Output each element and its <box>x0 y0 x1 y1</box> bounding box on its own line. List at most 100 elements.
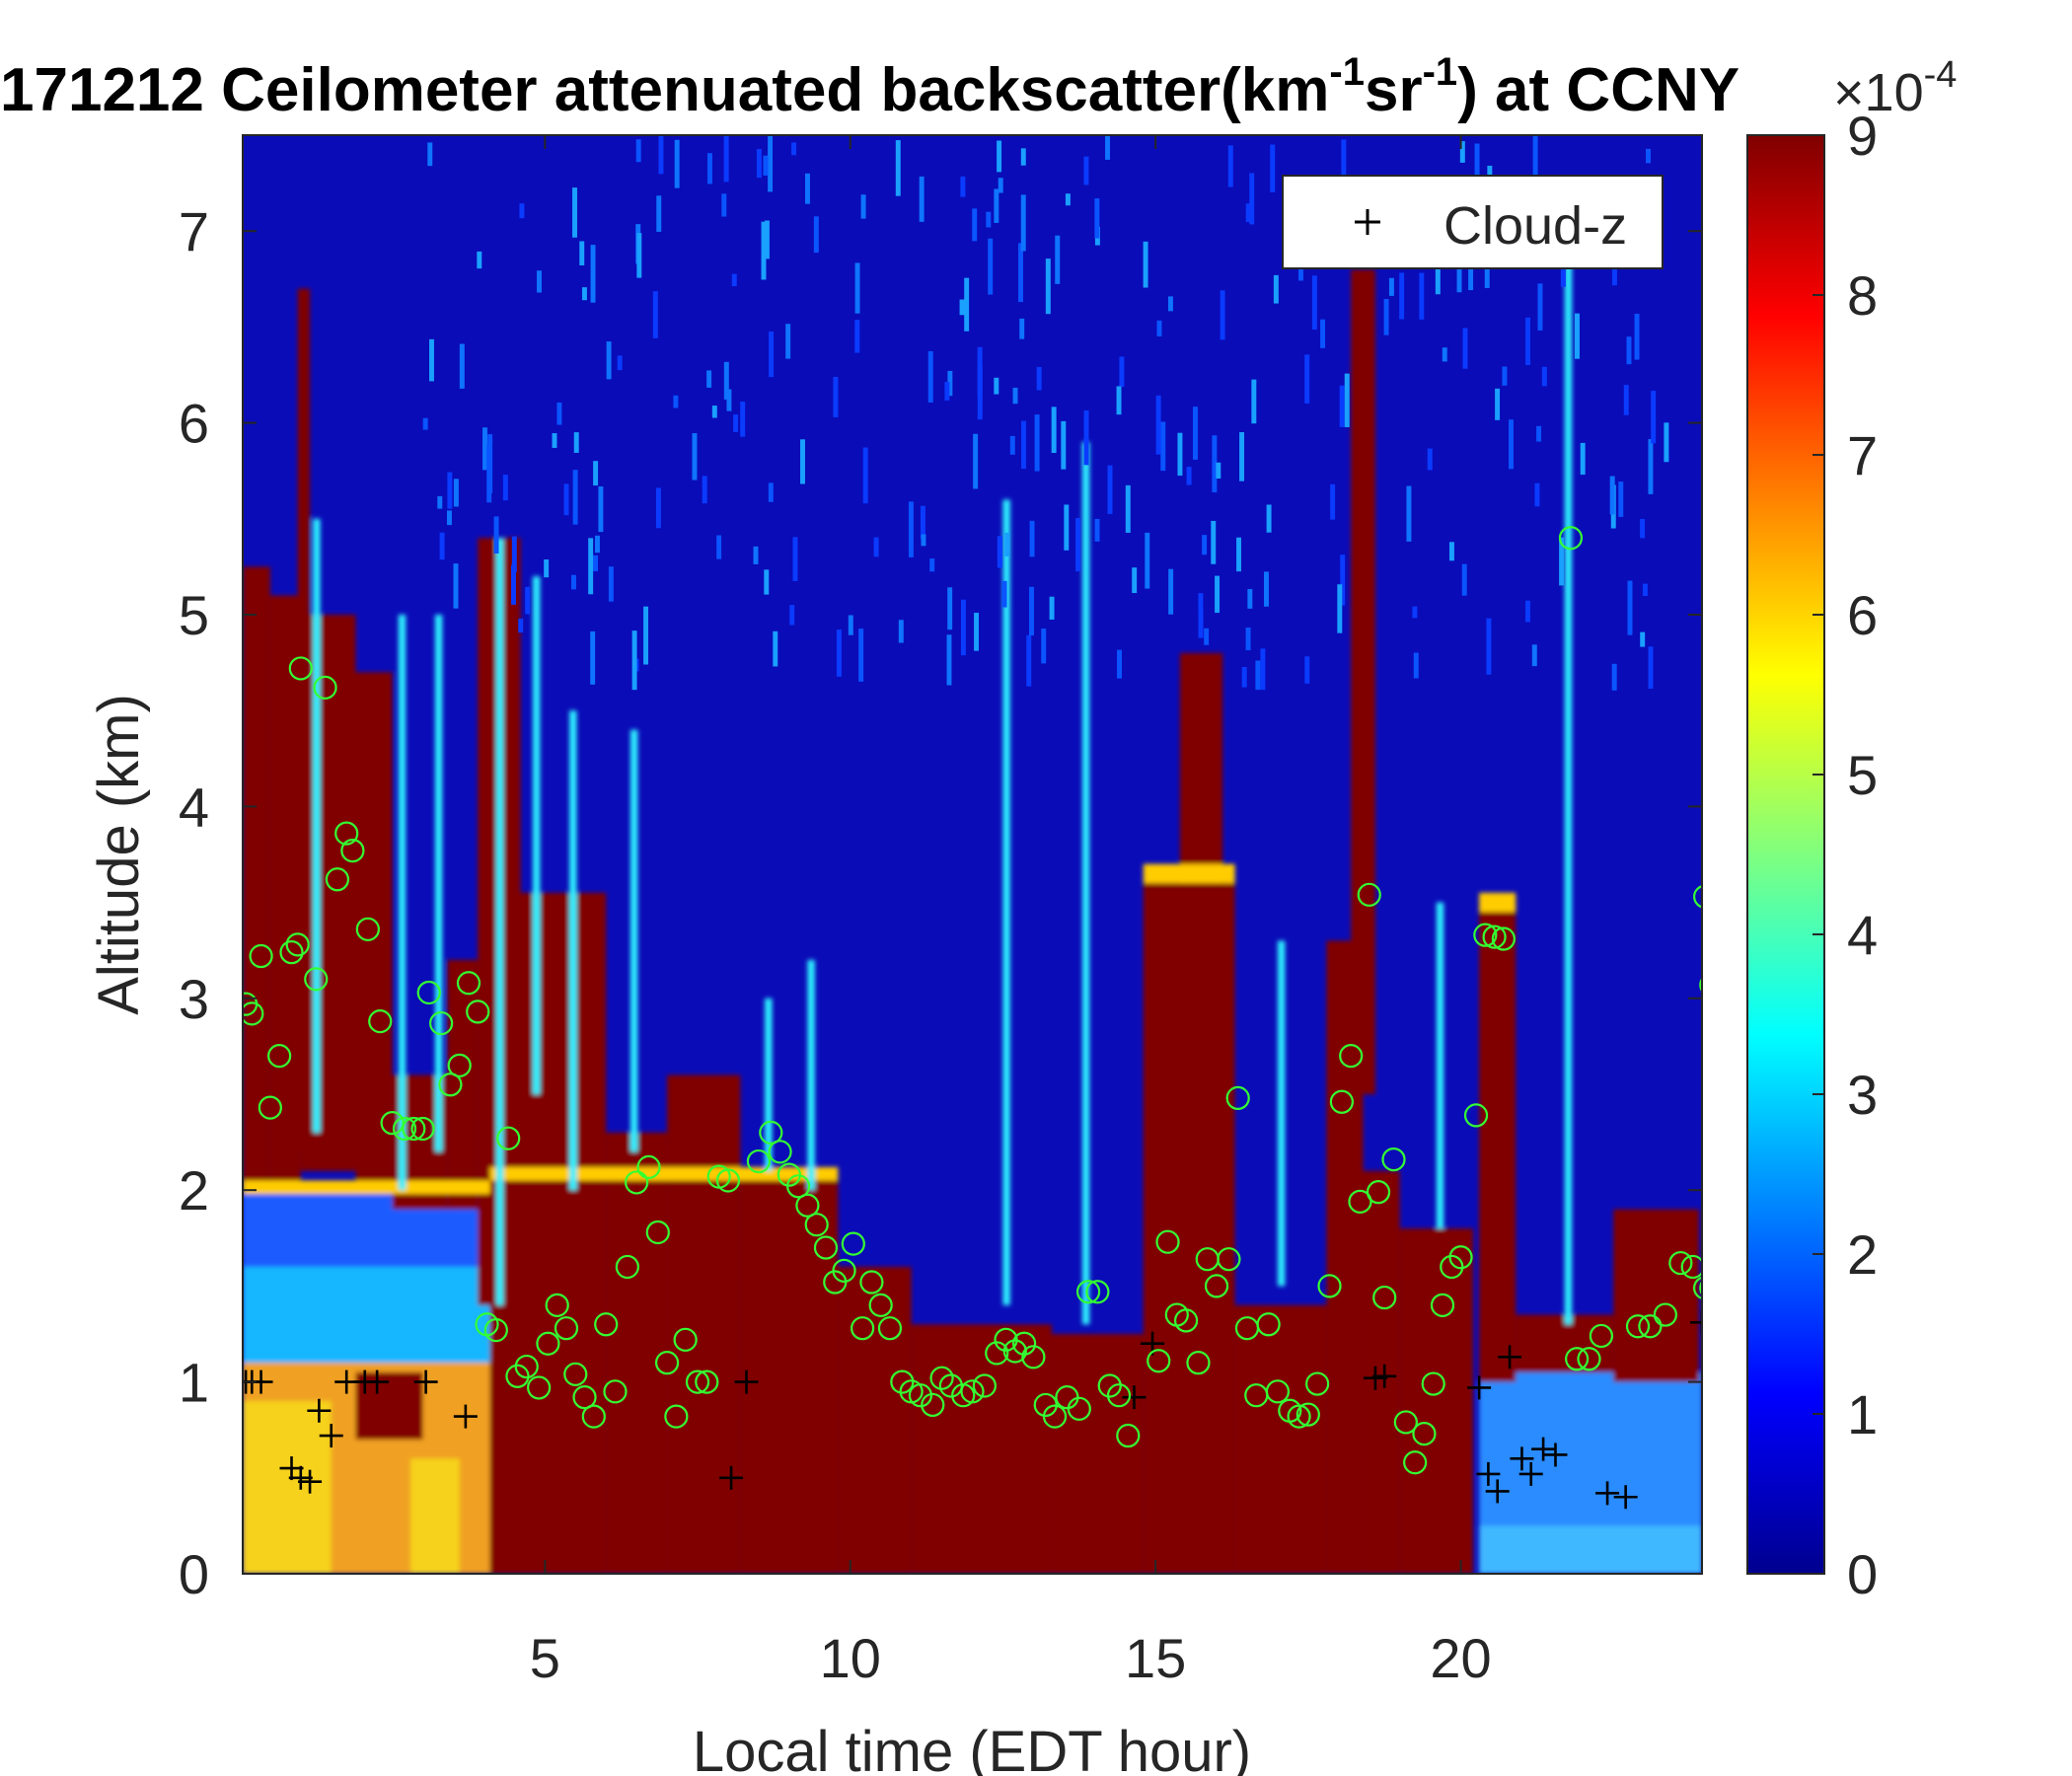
heatmap-speckle <box>493 516 499 554</box>
heatmap-speckle <box>860 194 866 219</box>
data-point-circle <box>1305 1371 1330 1396</box>
data-point-circle <box>313 675 337 700</box>
data-point-circle <box>410 1116 435 1142</box>
heatmap-speckle <box>537 270 542 293</box>
heatmap-speckle <box>1640 518 1646 539</box>
heatmap-speckle <box>1623 385 1629 415</box>
heatmap-speckle <box>655 487 661 529</box>
data-point-plus <box>1613 1485 1638 1510</box>
heatmap-speckle <box>848 615 853 635</box>
heatmap-speckle <box>873 537 879 557</box>
heatmap-speckle <box>1211 520 1217 564</box>
data-point-circle <box>1692 885 1702 909</box>
y-axis: 0 1 2 3 4 5 6 7 <box>179 200 1702 1605</box>
colorbar-tick-label: 4 <box>1847 904 1878 966</box>
data-point-circle <box>1116 1423 1141 1448</box>
heatmap-speckle <box>1462 328 1468 369</box>
heatmap-speckle <box>1132 567 1138 594</box>
title-sup-1: -1 <box>1329 50 1365 94</box>
heatmap-speckle <box>1245 203 1251 223</box>
heatmap-cell <box>1479 1525 1702 1574</box>
colorbar-tick-label: 8 <box>1847 264 1878 327</box>
heatmap-speckle <box>1560 263 1566 287</box>
heatmap-speckle <box>1116 386 1122 415</box>
data-point-circle <box>1565 1347 1590 1371</box>
heatmap-cloud-band <box>447 959 479 1210</box>
heatmap-speckle <box>1412 606 1418 619</box>
heatmap-cloud-band <box>911 1324 1052 1574</box>
heatmap-speckle <box>1266 504 1272 533</box>
heatmap-speckle <box>1028 586 1034 636</box>
plot-frame <box>242 134 1703 1575</box>
heatmap-speckle <box>1456 255 1462 293</box>
heatmap-speckle <box>459 343 465 389</box>
heatmap-speckle <box>617 355 623 371</box>
heatmap-speckle <box>994 377 999 395</box>
heatmap-speckle <box>1198 612 1204 638</box>
x-tick-label: 5 <box>530 1627 560 1689</box>
data-point-circle <box>1265 1379 1291 1404</box>
y-tick-label: 1 <box>179 1352 209 1414</box>
heatmap-speckle <box>1536 425 1542 442</box>
heatmap-speckle <box>673 395 679 408</box>
heatmap-speckle <box>1239 432 1245 481</box>
data-point-circle <box>536 1331 560 1356</box>
heatmap-speckle <box>977 346 983 397</box>
heatmap-speckle <box>1186 467 1192 485</box>
heatmap-speckle <box>997 140 1002 173</box>
heatmap-streak <box>807 959 815 1191</box>
heatmap-speckle <box>1340 555 1346 606</box>
heatmap-speckle <box>960 599 966 656</box>
data-point-circle <box>673 1327 698 1352</box>
heatmap-speckle <box>453 563 459 609</box>
colorbar-ticks: 0 1 2 3 4 5 6 7 8 9 <box>1813 105 1878 1605</box>
data-point-circle <box>1085 1280 1110 1304</box>
data-point-circle <box>1403 1450 1428 1475</box>
data-point-circle <box>636 1154 661 1179</box>
heatmap-speckle <box>836 629 842 677</box>
heatmap-speckle <box>959 299 965 316</box>
heatmap-speckle <box>1083 156 1089 185</box>
heatmap-speckle <box>446 510 452 526</box>
data-point-plus <box>298 1469 323 1494</box>
data-point-circle <box>1317 1274 1342 1298</box>
heatmap-speckle <box>1640 631 1646 647</box>
heatmap-speckle <box>656 195 662 232</box>
heatmap-speckle <box>1559 537 1565 586</box>
colorbar-gradient <box>1747 135 1824 1574</box>
heatmap-speckle <box>563 483 569 516</box>
heatmap-streak <box>629 729 638 1152</box>
data-point-circle <box>1421 1371 1445 1396</box>
heatmap-speckle <box>862 447 868 504</box>
data-point-plus <box>307 1398 332 1423</box>
data-point-circle <box>795 1193 820 1218</box>
heatmap-speckle <box>854 320 860 353</box>
heatmap-speckle <box>1019 318 1025 339</box>
data-point-circle <box>279 940 304 965</box>
heatmap-speckle <box>947 587 953 630</box>
y-tick-label: 3 <box>179 968 209 1030</box>
heatmap-speckle <box>1065 193 1071 206</box>
heatmap-speckle <box>1004 532 1010 556</box>
heatmap-speckle <box>1580 442 1586 476</box>
colorbar: 0 1 2 3 4 5 6 7 8 9 ×10-4 <box>1746 54 1957 1605</box>
heatmap-speckle <box>1026 634 1032 687</box>
data-point-circle <box>1106 1383 1132 1408</box>
data-point-circle <box>1440 1254 1464 1280</box>
data-point-circle <box>1699 1280 1702 1296</box>
heatmap-speckle <box>1245 627 1251 651</box>
heatmap-speckle <box>573 432 579 453</box>
heatmap-speckle <box>1627 580 1633 635</box>
data-point-circle <box>581 1404 606 1429</box>
heatmap-speckle <box>711 406 717 418</box>
heatmap-speckle <box>1216 462 1221 480</box>
data-point-circle <box>715 1168 741 1193</box>
heatmap-speckle <box>1468 250 1474 291</box>
data-point-circle <box>813 1235 839 1260</box>
data-point-circle <box>972 1373 997 1398</box>
heatmap-cells <box>243 135 1702 1574</box>
data-point-circle <box>1357 882 1381 907</box>
heatmap-streak <box>532 576 541 1094</box>
heatmap-speckle <box>764 220 770 259</box>
data-point-circle <box>527 1375 552 1400</box>
